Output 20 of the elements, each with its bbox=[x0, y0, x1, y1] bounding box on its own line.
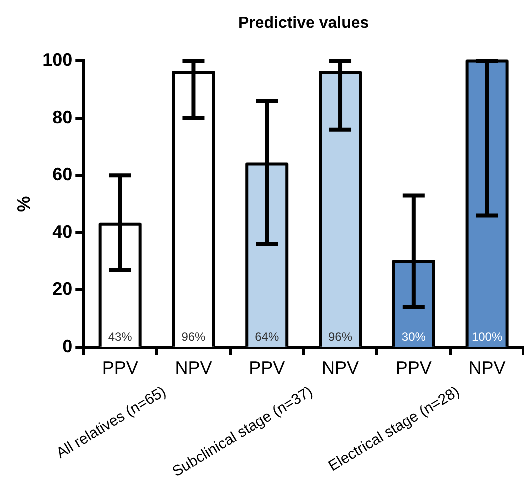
y-axis-title: % bbox=[14, 196, 34, 212]
x-tick-label: PPV bbox=[249, 358, 286, 378]
y-tick-label: 20 bbox=[52, 279, 73, 300]
data-label: 64% bbox=[255, 330, 280, 344]
data-label: 43% bbox=[108, 330, 133, 344]
x-tick-label: NPV bbox=[468, 358, 506, 378]
data-label: 100% bbox=[472, 330, 503, 344]
chart-title: Predictive values bbox=[238, 15, 370, 32]
y-tick-label: 40 bbox=[52, 222, 73, 242]
x-tick-label: NPV bbox=[175, 358, 212, 378]
y-tick-label: 0 bbox=[62, 336, 73, 356]
y-tick-label: 80 bbox=[52, 107, 73, 128]
data-label: 96% bbox=[182, 330, 206, 344]
x-tick-label: NPV bbox=[322, 358, 360, 378]
x-tick-label: PPV bbox=[102, 358, 138, 378]
y-tick-label: 100 bbox=[42, 50, 73, 70]
data-label: 30% bbox=[402, 330, 426, 344]
data-label: 96% bbox=[328, 330, 353, 344]
y-tick-label: 60 bbox=[52, 164, 73, 185]
x-tick-label: PPV bbox=[396, 358, 432, 378]
